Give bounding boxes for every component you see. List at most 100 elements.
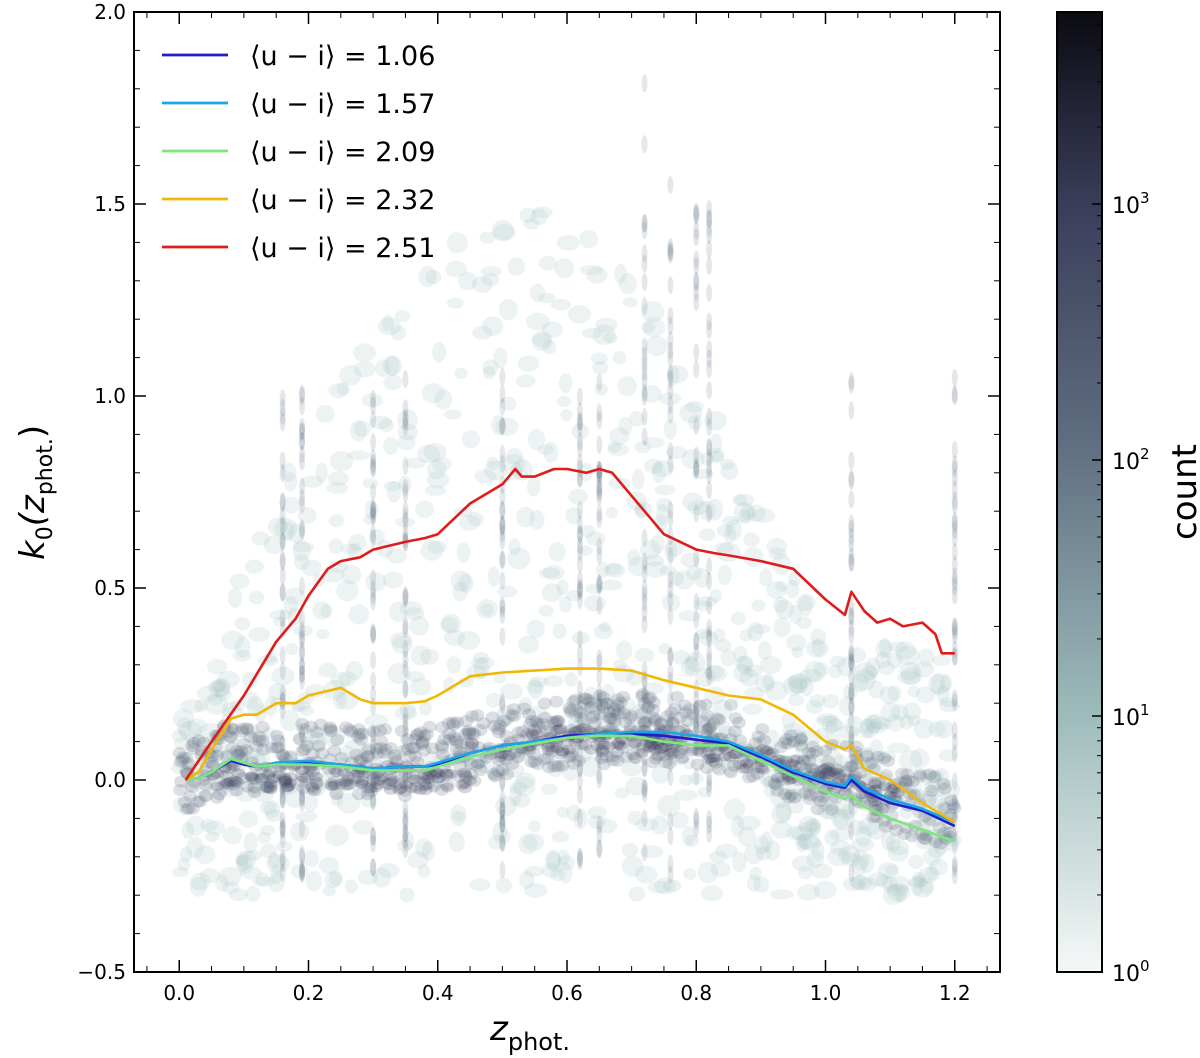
density-cell <box>668 702 683 715</box>
density-cell <box>690 758 705 771</box>
density-cell <box>681 492 704 511</box>
density-cell <box>185 780 200 793</box>
density-cell <box>370 624 377 643</box>
density-cell <box>724 698 739 711</box>
density-cell <box>493 223 516 241</box>
density-cell <box>706 667 713 686</box>
density-cell <box>951 855 958 874</box>
density-cell <box>596 477 603 496</box>
density-cell <box>923 780 941 793</box>
density-cell <box>951 514 958 533</box>
density-cell <box>279 820 286 839</box>
density-cell <box>279 779 286 798</box>
density-cell <box>885 864 898 876</box>
density-cell <box>531 331 553 348</box>
density-cell <box>647 880 672 894</box>
density-cell <box>911 871 926 883</box>
density-cell <box>868 680 885 699</box>
density-cell <box>400 743 415 756</box>
density-cell <box>402 824 409 843</box>
y-tick-label: 0.0 <box>94 768 126 792</box>
density-cell <box>910 875 925 896</box>
density-cell <box>698 500 716 521</box>
density-cell <box>222 826 243 845</box>
density-cell <box>746 770 761 783</box>
density-cell <box>848 553 855 572</box>
density-cell <box>229 573 250 590</box>
density-cell <box>848 653 855 672</box>
density-cell <box>402 799 409 818</box>
density-cell <box>324 763 342 780</box>
density-cell <box>299 431 306 450</box>
density-cell <box>299 664 306 683</box>
density-cell <box>260 843 277 859</box>
density-cell <box>605 754 620 767</box>
density-cell <box>432 341 447 363</box>
density-cell <box>402 640 409 659</box>
density-cell <box>525 312 550 331</box>
density-cell <box>596 815 603 834</box>
density-cell <box>951 618 958 637</box>
density-cell <box>853 767 868 780</box>
density-cell <box>951 459 958 478</box>
density-cell <box>731 493 755 507</box>
density-cell <box>873 796 891 807</box>
density-cell <box>934 719 954 739</box>
density-cell <box>267 517 288 537</box>
density-cell <box>285 642 299 656</box>
density-cell <box>611 704 626 717</box>
density-cell <box>648 743 663 756</box>
density-cell <box>951 640 958 659</box>
density-cell <box>664 706 679 719</box>
density-cell <box>176 717 192 738</box>
density-cell <box>579 229 599 249</box>
density-cell <box>693 631 700 650</box>
density-cell <box>214 678 231 697</box>
density-cell <box>869 739 884 759</box>
density-cell <box>860 749 875 762</box>
density-cell <box>219 770 234 781</box>
density-cell <box>743 686 765 700</box>
density-cell <box>706 240 713 259</box>
density-cell <box>723 798 746 821</box>
density-cell <box>697 787 710 798</box>
colorbar-tick-label: 101 <box>1112 701 1150 731</box>
density-cell <box>951 866 958 885</box>
density-cell <box>290 864 309 879</box>
density-cell <box>693 459 700 478</box>
density-cell <box>486 456 500 470</box>
density-cell <box>321 567 345 583</box>
density-cell <box>487 719 502 732</box>
density-cell <box>382 355 402 376</box>
density-cell <box>499 790 506 809</box>
density-cell <box>667 812 674 831</box>
density-cell <box>461 727 476 740</box>
density-cell <box>402 769 409 788</box>
density-cell <box>421 841 436 861</box>
density-cell <box>235 787 255 803</box>
density-cell <box>243 730 258 743</box>
density-cell <box>370 726 377 745</box>
density-cell <box>848 598 855 617</box>
density-cell <box>641 700 656 713</box>
density-cell <box>517 355 540 372</box>
density-cell <box>344 725 359 738</box>
density-cell <box>279 532 286 551</box>
density-cell <box>782 775 797 786</box>
density-cell <box>370 505 377 524</box>
density-cell <box>802 793 817 806</box>
density-cell <box>637 717 652 730</box>
density-cell <box>594 737 609 750</box>
density-cell <box>316 628 330 640</box>
density-cell <box>667 348 674 367</box>
density-cell <box>860 728 874 739</box>
density-cell <box>627 556 648 577</box>
density-cell <box>370 459 377 478</box>
density-cell <box>874 651 891 669</box>
colorbar-tick-label: 100 <box>1112 957 1150 987</box>
density-cell <box>363 783 378 794</box>
density-cell <box>782 675 804 696</box>
density-cell <box>576 525 583 544</box>
density-cell <box>628 704 652 726</box>
density-cell <box>704 410 727 431</box>
